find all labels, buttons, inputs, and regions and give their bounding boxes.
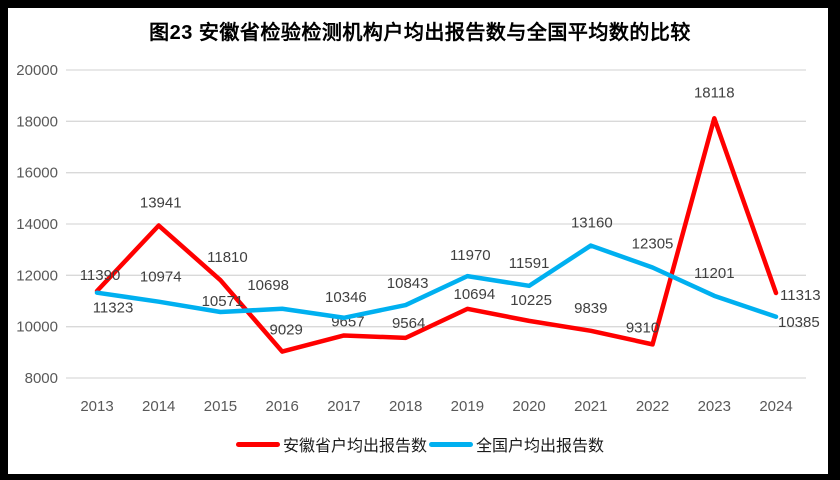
data-label: 11201 — [694, 265, 735, 282]
window-border-bottom — [0, 474, 840, 480]
data-label: 10698 — [247, 277, 289, 294]
y-axis-tick-label: 10000 — [16, 319, 58, 336]
data-label: 11390 — [80, 267, 121, 284]
data-label: 11313 — [780, 287, 821, 304]
legend-label-national: 全国户均出报告数 — [476, 438, 605, 455]
x-axis-tick-label: 2020 — [512, 398, 545, 415]
x-axis-tick-label: 2018 — [389, 398, 422, 415]
x-axis-tick-label: 2016 — [265, 398, 298, 415]
y-axis-tick-label: 16000 — [16, 165, 58, 182]
y-axis-tick-label: 12000 — [16, 267, 58, 284]
window-border-left — [0, 0, 8, 480]
data-label: 11970 — [450, 247, 491, 264]
data-label: 13160 — [571, 215, 613, 232]
legend-item-anhui: 安徽省户均出报告数 — [235, 432, 427, 456]
x-axis-tick-label: 2015 — [204, 398, 237, 415]
x-axis-tick-label: 2022 — [636, 398, 669, 415]
data-label: 9564 — [392, 315, 425, 332]
chart-title: 图23 安徽省检验检测机构户均出报告数与全国平均数的比较 — [149, 22, 691, 44]
series-line-anhui — [94, 116, 779, 354]
data-label: 11810 — [207, 249, 248, 266]
data-label: 10385 — [778, 314, 820, 331]
y-axis-tick-label: 14000 — [16, 216, 58, 233]
data-label: 10843 — [387, 275, 429, 292]
x-axis-tick-label: 2019 — [451, 398, 484, 415]
data-label: 10571 — [202, 293, 244, 310]
data-label: 9310 — [626, 319, 659, 336]
y-axis-tick-label: 8000 — [25, 370, 58, 387]
data-label: 9839 — [574, 300, 607, 317]
data-label: 13941 — [140, 195, 182, 212]
series-line-national — [94, 243, 779, 321]
data-label: 9029 — [269, 322, 302, 339]
data-label: 10346 — [325, 289, 367, 306]
legend-swatch-national-icon — [429, 441, 473, 447]
y-axis-tick-label: 18000 — [16, 113, 58, 130]
legend-label-anhui: 安徽省户均出报告数 — [282, 438, 427, 455]
x-axis-tick-label: 2013 — [80, 398, 113, 415]
chart-legend: 安徽省户均出报告数 全国户均出报告数 — [0, 433, 840, 455]
x-axis-tick-label: 2021 — [574, 398, 607, 415]
x-axis-tick-label: 2014 — [142, 398, 175, 415]
data-label: 11591 — [509, 255, 550, 272]
data-label: 10694 — [454, 286, 496, 303]
x-axis-tick-label: 2017 — [327, 398, 360, 415]
x-axis-tick-label: 2023 — [698, 398, 731, 415]
data-label: 10225 — [510, 292, 552, 309]
window-border-right — [828, 0, 840, 480]
legend-item-national: 全国户均出报告数 — [429, 432, 604, 456]
data-label: 10974 — [140, 269, 182, 286]
x-axis-tick-label: 2024 — [759, 398, 792, 415]
data-label: 11323 — [93, 300, 134, 317]
data-label: 12305 — [632, 236, 674, 253]
data-label: 18118 — [694, 84, 735, 101]
window-border-top — [0, 0, 840, 8]
y-axis-tick-label: 20000 — [16, 62, 58, 79]
legend-swatch-anhui-icon — [235, 441, 280, 447]
